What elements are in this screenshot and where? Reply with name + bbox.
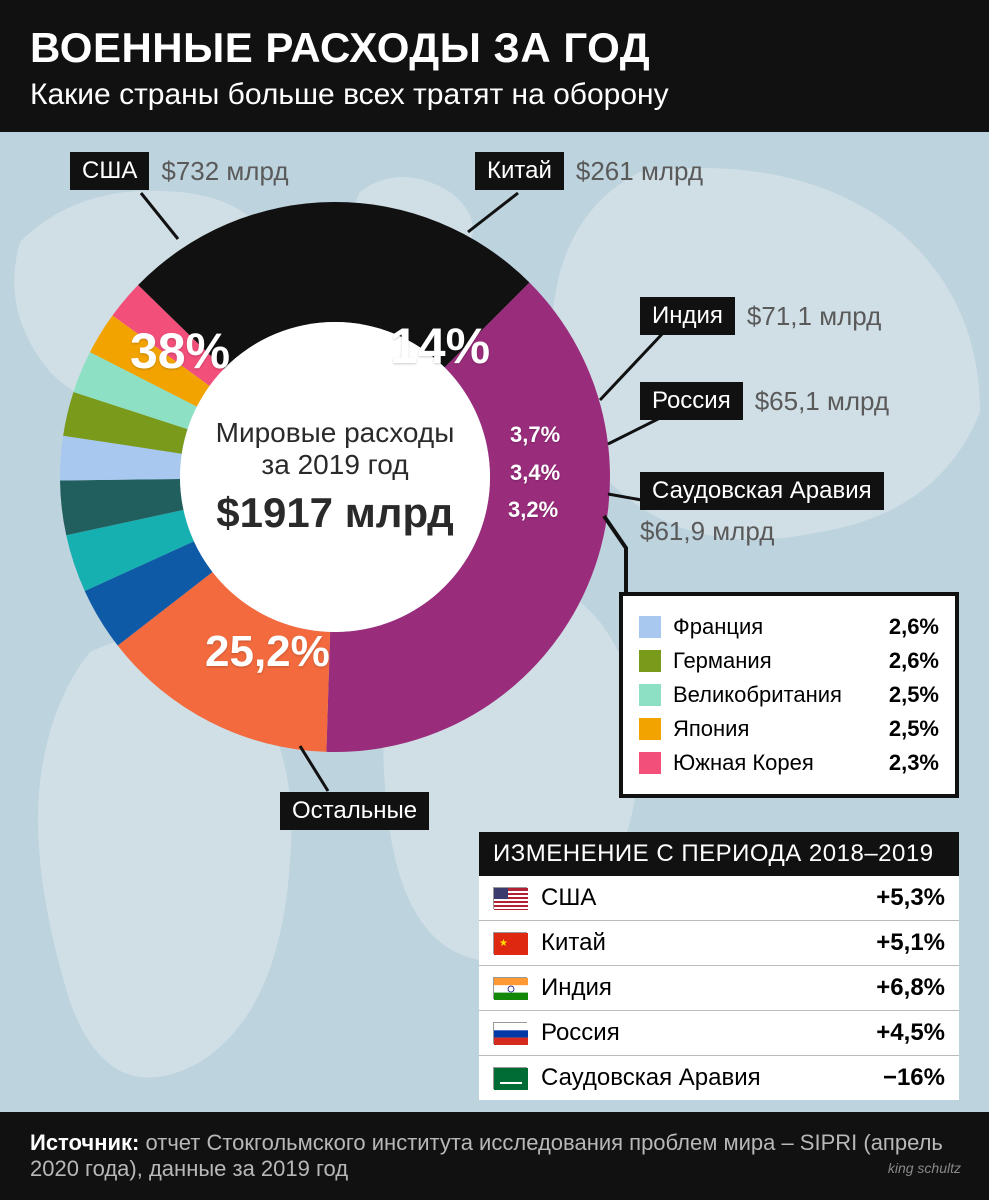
legend-country: Германия [673,648,889,674]
legend-country: Франция [673,614,889,640]
tag-others: Остальные [280,792,429,830]
source-label: Источник: [30,1130,139,1155]
legend-swatch [639,684,661,706]
change-table: ИЗМЕНЕНИЕ С ПЕРИОДА 2018–2019 США+5,3% ★ К… [479,832,959,1100]
amount-saudi: $61,9 млрд [640,516,884,547]
tag-usa: США [70,152,149,190]
change-row: Россия+4,5% [479,1011,959,1056]
tag-india: Индия [640,297,735,335]
change-row: Саудовская Аравия−16% [479,1056,959,1100]
source-text: отчет Стокгольмского института исследова… [30,1130,943,1181]
flag-icon [493,887,527,909]
legend-box: Франция2,6%Германия2,6%Великобритания2,5… [619,592,959,798]
change-country: Россия [541,1019,876,1047]
callout-india: Индия $71,1 млрд [640,297,881,335]
legend-pct: 2,5% [889,716,939,742]
legend-row: Франция2,6% [639,610,939,644]
change-country: Саудовская Аравия [541,1064,883,1092]
callout-usa: США $732 млрд [70,152,289,190]
legend-pct: 2,5% [889,682,939,708]
flag-icon: ★ [493,932,527,954]
header: ВОЕННЫЕ РАСХОДЫ ЗА ГОД Какие страны боль… [0,0,989,132]
change-row: ★ Китай+5,1% [479,921,959,966]
legend-swatch [639,616,661,638]
change-value: −16% [883,1064,945,1092]
change-row: Индия+6,8% [479,966,959,1011]
change-country: США [541,884,876,912]
change-row: США+5,3% [479,876,959,921]
legend-row: Южная Корея2,3% [639,746,939,780]
pct-russia: 3,4% [510,460,560,486]
legend-row: Япония2,5% [639,712,939,746]
legend-row: Великобритания2,5% [639,678,939,712]
page-title: ВОЕННЫЕ РАСХОДЫ ЗА ГОД [30,24,959,72]
legend-country: Великобритания [673,682,889,708]
change-country: Индия [541,974,876,1002]
svg-text:★: ★ [499,938,508,949]
center-line2: за 2019 год [261,449,408,481]
page-subtitle: Какие страны больше всех тратят на оборо… [30,78,959,112]
main-area: Мировые расходы за 2019 год $1917 млрд 3… [0,132,989,1132]
amount-russia: $65,1 млрд [755,386,889,417]
callout-saudi: Саудовская Аравия $61,9 млрд [640,472,884,547]
tag-russia: Россия [640,382,743,420]
credit: king schultz [888,1160,961,1176]
pct-usa: 38% [130,322,230,380]
donut-chart: Мировые расходы за 2019 год $1917 млрд 3… [60,202,610,752]
legend-swatch [639,752,661,774]
legend-swatch [639,650,661,672]
pct-china: 14% [390,317,490,375]
flag-icon [493,1067,527,1089]
change-value: +5,3% [876,884,945,912]
legend-pct: 2,3% [889,750,939,776]
footer: Источник: отчет Стокгольмского института… [0,1112,989,1200]
change-header: ИЗМЕНЕНИЕ С ПЕРИОДА 2018–2019 [479,832,959,876]
amount-india: $71,1 млрд [747,301,881,332]
center-line1: Мировые расходы [216,417,455,449]
tag-saudi: Саудовская Аравия [640,472,884,510]
change-value: +6,8% [876,974,945,1002]
change-value: +4,5% [876,1019,945,1047]
callout-china: Китай $261 млрд [475,152,703,190]
callout-russia: Россия $65,1 млрд [640,382,889,420]
change-value: +5,1% [876,929,945,957]
amount-china: $261 млрд [576,156,703,187]
tag-china: Китай [475,152,564,190]
flag-icon [493,977,527,999]
legend-row: Германия2,6% [639,644,939,678]
change-country: Китай [541,929,876,957]
legend-pct: 2,6% [889,648,939,674]
legend-country: Япония [673,716,889,742]
pct-others: 25,2% [205,627,330,677]
pct-india: 3,7% [510,422,560,448]
amount-usa: $732 млрд [161,156,288,187]
legend-swatch [639,718,661,740]
legend-pct: 2,6% [889,614,939,640]
center-total: $1917 млрд [216,489,453,537]
legend-country: Южная Корея [673,750,889,776]
pct-saudi: 3,2% [508,497,558,523]
flag-icon [493,1022,527,1044]
